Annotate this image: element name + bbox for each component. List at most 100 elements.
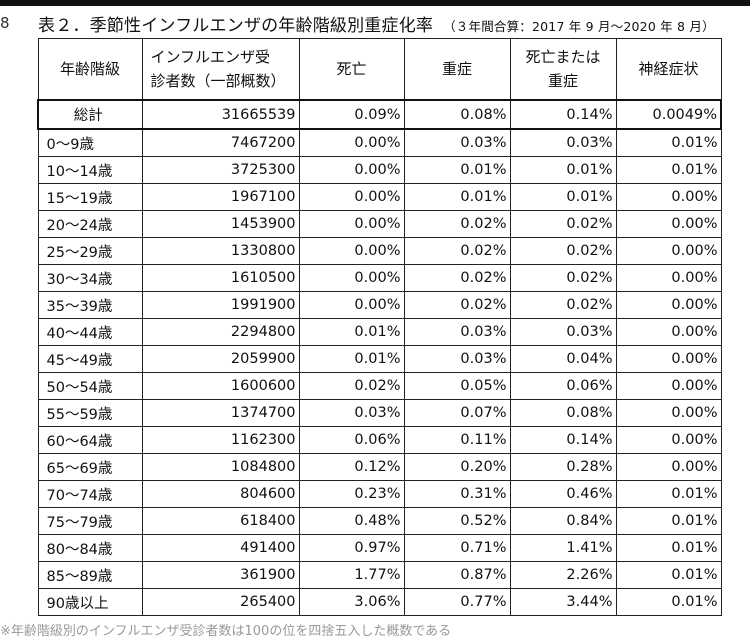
severe-rate-cell: 0.01% [403, 156, 511, 184]
table-header-row: 年齢階級 インフルエンザ受 診者数（一部概数） 死亡 重症 死亡または 重症 神… [37, 38, 722, 101]
age-group-cell: 75～79歳 [37, 507, 143, 535]
neurological-rate-cell: 0.00% [615, 264, 722, 292]
patients-cell: 1330800 [141, 237, 300, 265]
death-or-severe-rate-cell: 0.02% [509, 291, 617, 319]
death-or-severe-rate-cell: 0.06% [509, 372, 617, 400]
neurological-rate-cell: 0.01% [615, 588, 722, 616]
neurological-rate-cell: 0.01% [615, 128, 722, 157]
header-death: 死亡 [298, 38, 405, 101]
death-rate-cell: 0.12% [298, 453, 405, 481]
severe-rate-cell: 0.77% [403, 588, 511, 616]
death-or-severe-rate-cell: 0.01% [509, 183, 617, 211]
death-or-severe-rate-cell: 0.08% [509, 399, 617, 427]
table-row: 70～74歳 804600 0.23% 0.31% 0.46% 0.01% [37, 480, 722, 508]
age-group-cell: 90歳以上 [37, 588, 143, 616]
death-or-severe-rate-cell: 0.03% [509, 128, 617, 157]
patients-cell: 1084800 [141, 453, 300, 481]
header-patients-line1: インフルエンザ受 [150, 48, 271, 66]
age-group-cell: 10～14歳 [37, 156, 143, 184]
neurological-rate-cell: 0.00% [615, 399, 722, 427]
death-rate-cell: 0.00% [298, 210, 405, 238]
death-rate-cell: 3.06% [298, 588, 405, 616]
death-or-severe-rate-cell: 0.01% [509, 156, 617, 184]
death-or-severe-rate-cell: 3.44% [509, 588, 617, 616]
patients-cell: 7467200 [141, 128, 300, 157]
neurological-rate-cell: 0.00% [615, 237, 722, 265]
page-line-number: 8 [0, 14, 10, 32]
table-row: 40～44歳 2294800 0.01% 0.03% 0.03% 0.00% [37, 318, 722, 346]
age-group-cell: 80～84歳 [37, 534, 143, 562]
death-or-severe-rate-cell: 1.41% [509, 534, 617, 562]
neurological-rate-cell: 0.00% [615, 426, 722, 454]
death-rate-cell: 0.06% [298, 426, 405, 454]
table-row: 10～14歳 3725300 0.00% 0.01% 0.01% 0.01% [37, 156, 722, 184]
patients-cell: 491400 [141, 534, 300, 562]
header-patients: インフルエンザ受 診者数（一部概数） [141, 38, 300, 101]
patients-cell: 361900 [141, 561, 300, 589]
death-rate-cell: 1.77% [298, 561, 405, 589]
age-group-cell: 85～89歳 [37, 561, 143, 589]
neurological-rate-cell: 0.00% [615, 318, 722, 346]
table-row: 45～49歳 2059900 0.01% 0.03% 0.04% 0.00% [37, 345, 722, 373]
age-group-cell: 55～59歳 [37, 399, 143, 427]
neurological-rate-cell: 0.01% [615, 507, 722, 535]
header-age-group: 年齢階級 [37, 38, 143, 101]
patients-cell: 1162300 [141, 426, 300, 454]
patients-cell: 1374700 [141, 399, 300, 427]
footnote-text: ※年齢階級別のインフルエンザ受診者数は100の位を四捨五入した概数である [0, 624, 452, 639]
total-severe: 0.08% [403, 99, 511, 130]
header-neurological: 神経症状 [615, 38, 722, 101]
neurological-rate-cell: 0.00% [615, 210, 722, 238]
table-row: 85～89歳 361900 1.77% 0.87% 2.26% 0.01% [37, 561, 722, 589]
death-or-severe-rate-cell: 0.03% [509, 318, 617, 346]
death-or-severe-rate-cell: 0.02% [509, 237, 617, 265]
table-row: 60～64歳 1162300 0.06% 0.11% 0.14% 0.00% [37, 426, 722, 454]
neurological-rate-cell: 0.01% [615, 561, 722, 589]
patients-cell: 1453900 [141, 210, 300, 238]
table-row: 65～69歳 1084800 0.12% 0.20% 0.28% 0.00% [37, 453, 722, 481]
patients-cell: 1610500 [141, 264, 300, 292]
total-label: 総計 [37, 99, 143, 130]
table-row: 90歳以上 265400 3.06% 0.77% 3.44% 0.01% [37, 588, 722, 616]
death-or-severe-rate-cell: 0.02% [509, 210, 617, 238]
table-row: 20～24歳 1453900 0.00% 0.02% 0.02% 0.00% [37, 210, 722, 238]
patients-cell: 2294800 [141, 318, 300, 346]
severe-rate-cell: 0.20% [403, 453, 511, 481]
header-death-or-severe: 死亡または 重症 [509, 38, 617, 101]
death-rate-cell: 0.48% [298, 507, 405, 535]
table-row: 75～79歳 618400 0.48% 0.52% 0.84% 0.01% [37, 507, 722, 535]
age-group-cell: 45～49歳 [37, 345, 143, 373]
death-or-severe-rate-cell: 0.02% [509, 264, 617, 292]
death-rate-cell: 0.00% [298, 237, 405, 265]
severe-rate-cell: 0.01% [403, 183, 511, 211]
neurological-rate-cell: 0.01% [615, 156, 722, 184]
patients-cell: 618400 [141, 507, 300, 535]
total-neurological: 0.0049% [615, 99, 722, 130]
neurological-rate-cell: 0.00% [615, 453, 722, 481]
header-severe: 重症 [403, 38, 511, 101]
death-rate-cell: 0.00% [298, 156, 405, 184]
severe-rate-cell: 0.02% [403, 291, 511, 319]
severity-rate-table: 年齢階級 インフルエンザ受 診者数（一部概数） 死亡 重症 死亡または 重症 神… [37, 38, 722, 616]
total-death: 0.09% [298, 99, 405, 130]
severe-rate-cell: 0.71% [403, 534, 511, 562]
severe-rate-cell: 0.03% [403, 128, 511, 157]
death-or-severe-rate-cell: 0.14% [509, 426, 617, 454]
header-death-or-severe-line2: 重症 [547, 72, 578, 90]
table-row: 50～54歳 1600600 0.02% 0.05% 0.06% 0.00% [37, 372, 722, 400]
table-row: 80～84歳 491400 0.97% 0.71% 1.41% 0.01% [37, 534, 722, 562]
severe-rate-cell: 0.05% [403, 372, 511, 400]
death-rate-cell: 0.02% [298, 372, 405, 400]
severe-rate-cell: 0.07% [403, 399, 511, 427]
table-row: 35～39歳 1991900 0.00% 0.02% 0.02% 0.00% [37, 291, 722, 319]
severe-rate-cell: 0.02% [403, 264, 511, 292]
death-rate-cell: 0.00% [298, 264, 405, 292]
severe-rate-cell: 0.11% [403, 426, 511, 454]
table-row: 25～29歳 1330800 0.00% 0.02% 0.02% 0.00% [37, 237, 722, 265]
severe-rate-cell: 0.03% [403, 318, 511, 346]
table-row: 30～34歳 1610500 0.00% 0.02% 0.02% 0.00% [37, 264, 722, 292]
neurological-rate-cell: 0.00% [615, 372, 722, 400]
death-rate-cell: 0.00% [298, 291, 405, 319]
severe-rate-cell: 0.31% [403, 480, 511, 508]
age-group-cell: 50～54歳 [37, 372, 143, 400]
